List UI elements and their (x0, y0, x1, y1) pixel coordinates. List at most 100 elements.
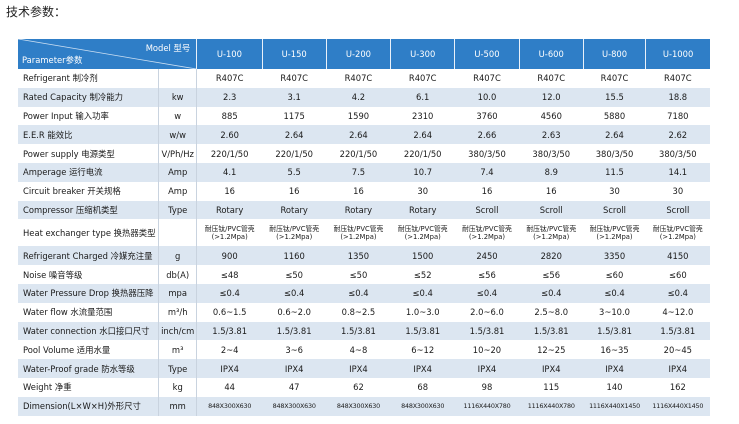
value-cell: IPX4 (645, 359, 710, 378)
value-cell: 44 (196, 377, 263, 397)
row-unit: Type (158, 200, 198, 220)
row-parameter-name: Compressor 压缩机类型 (18, 200, 160, 220)
page-title: 技术参数： (6, 5, 67, 19)
model-header: U-300 (390, 39, 455, 69)
value-cell: 6.1 (390, 87, 455, 107)
value-cell: 4.1 (196, 162, 263, 182)
value-cell: ≤0.4 (454, 283, 520, 303)
value-cell: 20~45 (645, 340, 710, 360)
value-cell: IPX4 (196, 359, 263, 378)
model-header: U-100 (196, 39, 263, 69)
value-cell: 1.5/3.81 (262, 321, 327, 341)
value-cell: R407C (454, 69, 520, 88)
table-row: Power Input 输入功率 w 885 1175 1590 2310 3760 4560… (18, 106, 710, 126)
value-cell: 380/3/50 (519, 144, 584, 163)
model-header: U-500 (454, 39, 520, 69)
row-parameter-name: Circuit breaker 开关规格 (18, 181, 160, 201)
value-cell: R407C (645, 69, 710, 88)
value-cell: 115 (519, 377, 584, 397)
value-cell: 4~12.0 (645, 302, 710, 322)
row-parameter-name: Noise 噪音等级 (18, 265, 160, 284)
row-parameter-name: Heat exchanger type 换热器类型 (18, 219, 160, 247)
value-cell: 耐压钛/PVC管壳 (>1.2Mpa) (519, 219, 584, 247)
value-cell: 8.9 (519, 162, 584, 182)
row-unit: kg (158, 377, 198, 397)
row-parameter-name: Weight 净重 (18, 377, 160, 397)
model-header: U-1000 (645, 39, 710, 69)
row-unit (158, 219, 198, 247)
value-cell: 380/3/50 (645, 144, 710, 163)
value-cell: 1350 (326, 246, 391, 266)
value-cell: 2310 (390, 106, 455, 126)
value-cell: 1160 (262, 246, 327, 266)
value-cell: 耐压钛/PVC管壳 (>1.2Mpa) (390, 219, 455, 247)
value-cell: 68 (390, 377, 455, 397)
table-row: Pool Volume 适用水量 m³ 2~4 3~6 4~8 6~12 10~20 12~2… (18, 340, 710, 360)
row-parameter-name: Water connection 水口接口尺寸 (18, 321, 160, 341)
row-unit: Amp (158, 181, 198, 201)
value-cell: Rotary (262, 200, 327, 220)
value-cell: Rotary (390, 200, 455, 220)
value-cell: 1.5/3.81 (196, 321, 263, 341)
value-cell: IPX4 (454, 359, 520, 378)
table-row: E.E.R 能效比 w/w 2.60 2.64 2.64 2.64 2.66 2.63 2.64… (18, 125, 710, 145)
value-cell: 2820 (519, 246, 584, 266)
value-cell: ≤0.4 (645, 283, 710, 303)
value-cell: 耐压钛/PVC管壳 (>1.2Mpa) (326, 219, 391, 247)
row-unit: inch/cm (158, 321, 198, 341)
value-cell: 2.5~8.0 (519, 302, 584, 322)
table-row: Weight 净重 kg 44 47 62 68 98 115 140 162 (18, 377, 710, 397)
row-unit: m³/h (158, 302, 198, 322)
value-cell: 1500 (390, 246, 455, 266)
table-row: Circuit breaker 开关规格 Amp 16 16 16 30 16 16 30 30 (18, 181, 710, 201)
value-cell: 2.64 (583, 125, 646, 145)
model-label: Model 型号 (145, 43, 191, 53)
value-cell: 2~4 (196, 340, 263, 360)
value-cell: ≤56 (519, 265, 584, 284)
value-cell: R407C (326, 69, 391, 88)
value-cell: 2.0~6.0 (454, 302, 520, 322)
value-cell: 220/1/50 (326, 144, 391, 163)
value-cell: ≤0.4 (390, 283, 455, 303)
table-row: Refrigerant Charged 冷媒充注量 g 900 1160 1350 150… (18, 246, 710, 266)
value-cell: 1116X440X1450 (583, 396, 646, 416)
value-cell: 7180 (645, 106, 710, 126)
value-cell: ≤0.4 (519, 283, 584, 303)
value-cell: 47 (262, 377, 327, 397)
value-cell: 15.5 (583, 87, 646, 107)
value-cell: IPX4 (583, 359, 646, 378)
value-cell: 1116X440X780 (519, 396, 584, 416)
value-cell: IPX4 (262, 359, 327, 378)
value-cell: 4.2 (326, 87, 391, 107)
value-cell: IPX4 (519, 359, 584, 378)
value-cell: 885 (196, 106, 263, 126)
row-parameter-name: Dimension(L×W×H)外形尺寸 (18, 396, 160, 416)
value-cell: 848X300X630 (262, 396, 327, 416)
value-cell: 1116X440X1450 (645, 396, 710, 416)
value-cell: ≤48 (196, 265, 263, 284)
value-cell: 1.5/3.81 (645, 321, 710, 341)
value-cell: 900 (196, 246, 263, 266)
model-header: U-600 (518, 39, 584, 69)
value-cell: 30 (583, 181, 646, 201)
value-cell: 2.64 (326, 125, 391, 145)
table-row: Amperage 运行电流 Amp 4.1 5.5 7.5 10.7 7.4 8.9 11.5 1… (18, 162, 710, 182)
value-cell: Rotary (196, 200, 263, 220)
value-cell: ≤56 (454, 265, 520, 284)
table-row: Rated Capacity 制冷能力 kw 2.3 3.1 4.2 6.1 10.0 12.… (18, 87, 710, 107)
value-cell: ≤0.4 (583, 283, 646, 303)
row-parameter-name: E.E.R 能效比 (18, 125, 160, 145)
model-header: U-150 (261, 39, 327, 69)
value-cell: 98 (454, 377, 520, 397)
value-cell: 2.66 (454, 125, 520, 145)
table-row: Heat exchanger type 换热器类型 耐压钛/PVC管壳 (>1.2… (18, 219, 710, 247)
value-cell: Scroll (519, 200, 584, 220)
value-cell: 1.5/3.81 (454, 321, 520, 341)
value-cell: 1.0~3.0 (390, 302, 455, 322)
value-cell: 2.64 (262, 125, 327, 145)
value-cell: 3~6 (262, 340, 327, 360)
value-cell: 140 (583, 377, 646, 397)
table-row: Water connection 水口接口尺寸 inch/cm 1.5/3.81 1.… (18, 321, 710, 341)
value-cell: Rotary (326, 200, 391, 220)
value-cell: IPX4 (390, 359, 455, 378)
